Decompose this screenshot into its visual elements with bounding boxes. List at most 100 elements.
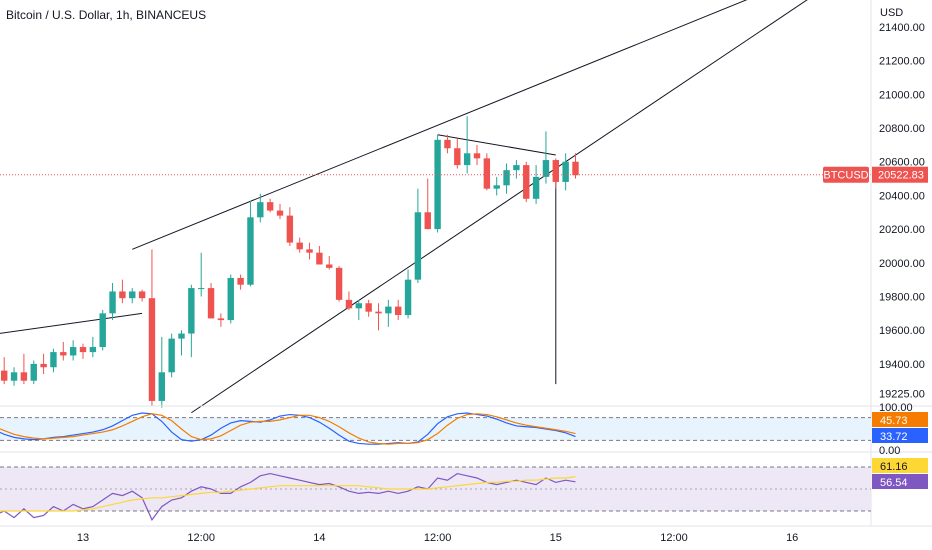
candle bbox=[79, 343, 87, 359]
candle-body bbox=[483, 158, 491, 189]
candle bbox=[227, 274, 234, 324]
last-price-badge: 20522.83 bbox=[872, 166, 928, 183]
candle bbox=[188, 284, 195, 358]
symbol-badge-label: BTCUSD bbox=[823, 170, 868, 182]
price-tick-label: 21000.00 bbox=[879, 89, 925, 101]
symbol-badge-bg bbox=[823, 166, 869, 183]
time-axis[interactable]: 13 12:00 14 12:00 15 12:00 16 bbox=[77, 532, 798, 544]
candle bbox=[207, 283, 215, 319]
candle-body bbox=[109, 291, 116, 314]
candle bbox=[355, 299, 362, 321]
candle bbox=[296, 237, 303, 253]
candle bbox=[562, 153, 569, 191]
candle bbox=[473, 144, 481, 166]
candle-body bbox=[158, 372, 165, 401]
candle bbox=[375, 303, 382, 331]
candle-body bbox=[365, 303, 372, 312]
candle bbox=[158, 336, 165, 408]
trendline bbox=[132, 0, 748, 250]
time-tick-label: 12:00 bbox=[187, 532, 215, 544]
stoch-d-badge: 45.73 bbox=[872, 412, 928, 427]
rsi_ma-line bbox=[0, 476, 576, 512]
candle-body bbox=[463, 153, 471, 166]
price-tick-label: 19400.00 bbox=[879, 359, 925, 371]
candle-body bbox=[217, 318, 225, 321]
candle-body bbox=[503, 170, 510, 186]
candle-body bbox=[60, 352, 67, 356]
candle bbox=[552, 158, 559, 189]
rsi-ma-badge-bg bbox=[872, 458, 928, 473]
stoch-k-badge-bg bbox=[872, 428, 928, 443]
candle bbox=[168, 333, 175, 378]
candle bbox=[335, 266, 343, 302]
candle-body bbox=[542, 160, 550, 177]
candle bbox=[414, 188, 422, 284]
rsi-ma-badge: 61.16 bbox=[872, 458, 928, 473]
candle-body bbox=[148, 298, 156, 401]
candle-body bbox=[20, 372, 28, 381]
price-tick-label: 21200.00 bbox=[879, 56, 925, 68]
candle bbox=[40, 353, 47, 374]
price-tick-label: 20400.00 bbox=[879, 190, 925, 202]
stoch-d-value: 45.73 bbox=[880, 415, 908, 427]
candle-body bbox=[50, 352, 57, 368]
candle bbox=[326, 256, 333, 270]
candle bbox=[178, 330, 185, 356]
candle-body bbox=[10, 372, 18, 381]
rsi-line bbox=[0, 472, 576, 521]
candle bbox=[138, 289, 146, 302]
candlestick-series bbox=[1, 116, 579, 408]
last-price-badge-bg bbox=[872, 166, 928, 183]
candle bbox=[60, 341, 67, 361]
stoch-band bbox=[0, 417, 871, 441]
stoch-k-badge: 33.72 bbox=[872, 428, 928, 443]
candle bbox=[424, 178, 431, 230]
candle-body bbox=[355, 303, 362, 309]
candle bbox=[30, 360, 37, 385]
candle-body bbox=[473, 153, 481, 159]
candle-body bbox=[119, 291, 126, 299]
candle-body bbox=[237, 277, 244, 285]
candle-body bbox=[493, 185, 500, 189]
stoch-k-line bbox=[0, 412, 576, 445]
candle-body bbox=[552, 160, 559, 182]
candle bbox=[532, 165, 540, 204]
candle-body bbox=[276, 210, 284, 216]
candle-body bbox=[385, 306, 392, 314]
candle-body bbox=[345, 299, 353, 309]
candle-body bbox=[266, 202, 274, 211]
time-tick-label: 15 bbox=[550, 532, 562, 544]
candle bbox=[1, 357, 8, 385]
candle-body bbox=[227, 277, 234, 321]
candle-body bbox=[207, 288, 215, 319]
time-tick-label: 14 bbox=[313, 532, 325, 544]
stoch-tick-label: 0.00 bbox=[879, 445, 900, 457]
rsi-ma-value: 61.16 bbox=[880, 461, 908, 473]
candle bbox=[89, 336, 97, 358]
candle bbox=[493, 176, 500, 196]
candle-body bbox=[375, 311, 382, 314]
candle-body bbox=[395, 306, 402, 316]
candle bbox=[463, 116, 471, 174]
last-price-value: 20522.83 bbox=[878, 170, 924, 182]
candle-body bbox=[513, 165, 520, 171]
candle-body bbox=[454, 148, 461, 166]
candle bbox=[572, 153, 579, 179]
stoch-d-badge-bg bbox=[872, 412, 928, 427]
price-axis[interactable]: 21400.00 21200.00 21000.00 20800.00 20600.00… bbox=[879, 22, 925, 400]
candle bbox=[404, 269, 412, 319]
price-tick-label: 21400.00 bbox=[879, 22, 925, 34]
candle bbox=[109, 283, 116, 321]
price-tick-label: 19225.00 bbox=[879, 388, 925, 400]
candle bbox=[365, 299, 372, 317]
candle bbox=[444, 134, 451, 154]
candle-body bbox=[316, 252, 323, 265]
candle bbox=[198, 252, 205, 297]
candle bbox=[119, 279, 126, 304]
trendline bbox=[0, 312, 143, 334]
stochastic-pane[interactable]: 100.00 0.00 45.73 33.72 bbox=[0, 402, 928, 457]
candle-body bbox=[296, 242, 303, 250]
candle-body bbox=[562, 161, 569, 182]
